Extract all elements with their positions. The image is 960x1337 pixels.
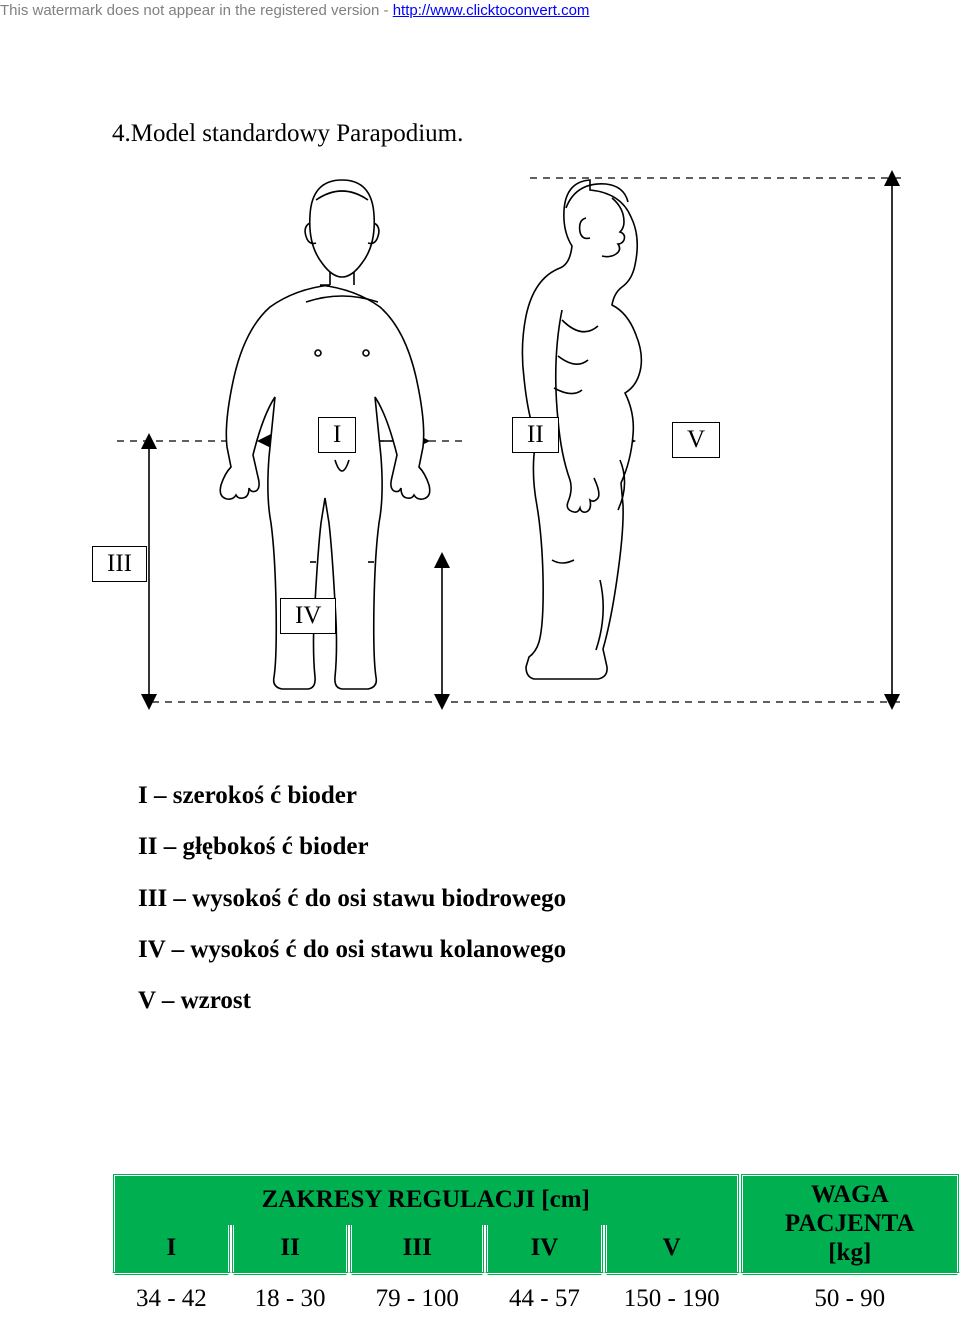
th-waga-1: WAGA xyxy=(811,1181,889,1208)
td-IV: 44 - 57 xyxy=(485,1272,604,1323)
legend-II: II – głębokoś ć bioder xyxy=(138,821,566,872)
td-II: 18 - 30 xyxy=(231,1272,350,1323)
td-W: 50 - 90 xyxy=(740,1272,960,1323)
th-III: III xyxy=(349,1225,485,1273)
body-diagram: I II V III IV xyxy=(92,160,912,720)
td-III: 79 - 100 xyxy=(349,1272,485,1323)
range-table: ZAKRESY REGULACJI [cm] WAGA PACJENTA [kg… xyxy=(112,1173,960,1323)
watermark-link[interactable]: http://www.clicktoconvert.com xyxy=(393,2,590,19)
th-II: II xyxy=(231,1225,350,1273)
legend-V: V – wzrost xyxy=(138,975,566,1026)
th-I: I xyxy=(112,1225,231,1273)
diagram-label-V: V xyxy=(672,422,720,458)
diagram-label-III: III xyxy=(92,546,147,582)
diagram-label-I: I xyxy=(318,417,356,453)
diagram-label-II: II xyxy=(512,417,559,453)
legend-III: III – wysokoś ć do osi stawu biodrowego xyxy=(138,873,566,924)
legend-IV: IV – wysokoś ć do osi stawu kolanowego xyxy=(138,924,566,975)
th-waga: WAGA PACJENTA [kg] xyxy=(740,1173,960,1272)
th-zakresy: ZAKRESY REGULACJI [cm] xyxy=(112,1173,740,1225)
legend: I – szerokoś ć bioder II – głębokoś ć bi… xyxy=(138,770,566,1026)
diagram-label-IV: IV xyxy=(280,598,336,634)
legend-I: I – szerokoś ć bioder xyxy=(138,770,566,821)
watermark-text: This watermark does not appear in the re… xyxy=(0,2,393,19)
section-title: 4.Model standardowy Parapodium. xyxy=(112,120,463,148)
th-V: V xyxy=(604,1225,740,1273)
td-V: 150 - 190 xyxy=(604,1272,740,1323)
page: This watermark does not appear in the re… xyxy=(0,0,960,1337)
th-IV: IV xyxy=(485,1225,604,1273)
td-I: 34 - 42 xyxy=(112,1272,231,1323)
th-waga-3: [kg] xyxy=(828,1239,871,1266)
watermark: This watermark does not appear in the re… xyxy=(0,2,589,19)
diagram-svg xyxy=(92,160,912,720)
th-waga-2: PACJENTA xyxy=(785,1210,915,1237)
